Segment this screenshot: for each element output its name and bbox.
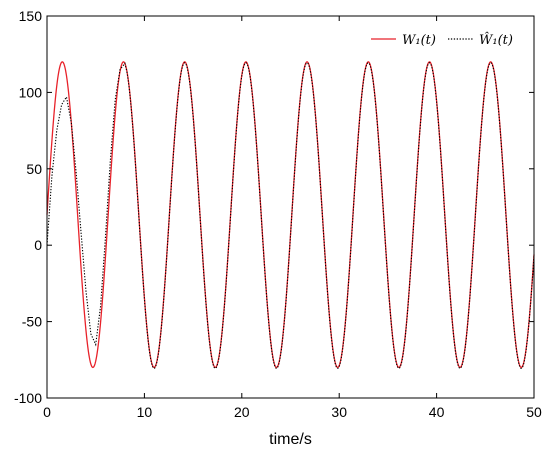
series-line-w1-hat: [46, 62, 535, 369]
x-tick-label: 30: [331, 404, 347, 420]
legend: W₁(t) Ŵ₁(t): [363, 26, 529, 52]
x-tick-label: 50: [526, 404, 542, 420]
y-tick-label: 100: [19, 84, 43, 100]
x-tick-label: 0: [43, 404, 51, 420]
legend-label-series-1: W₁(t): [402, 33, 436, 48]
y-tick-label: -50: [22, 314, 42, 330]
x-tick-label: 10: [137, 404, 153, 420]
y-tick-label: -100: [14, 390, 42, 406]
legend-label-series-2: Ŵ₁(t): [479, 32, 513, 48]
x-tick-label: 20: [234, 404, 250, 420]
series-layer: [46, 61, 535, 369]
y-tick-label: 150: [19, 8, 43, 24]
y-tick-label: 50: [26, 161, 42, 177]
x-tick-label: 40: [429, 404, 445, 420]
x-axis-label: time/s: [269, 431, 312, 448]
series-line-w1: [46, 61, 535, 369]
tick-layer: 0 10 20 30 40 50 -100 -50 0 50 100 150: [14, 8, 542, 420]
plot-frame: [46, 15, 535, 399]
y-tick-label: 0: [34, 237, 42, 253]
